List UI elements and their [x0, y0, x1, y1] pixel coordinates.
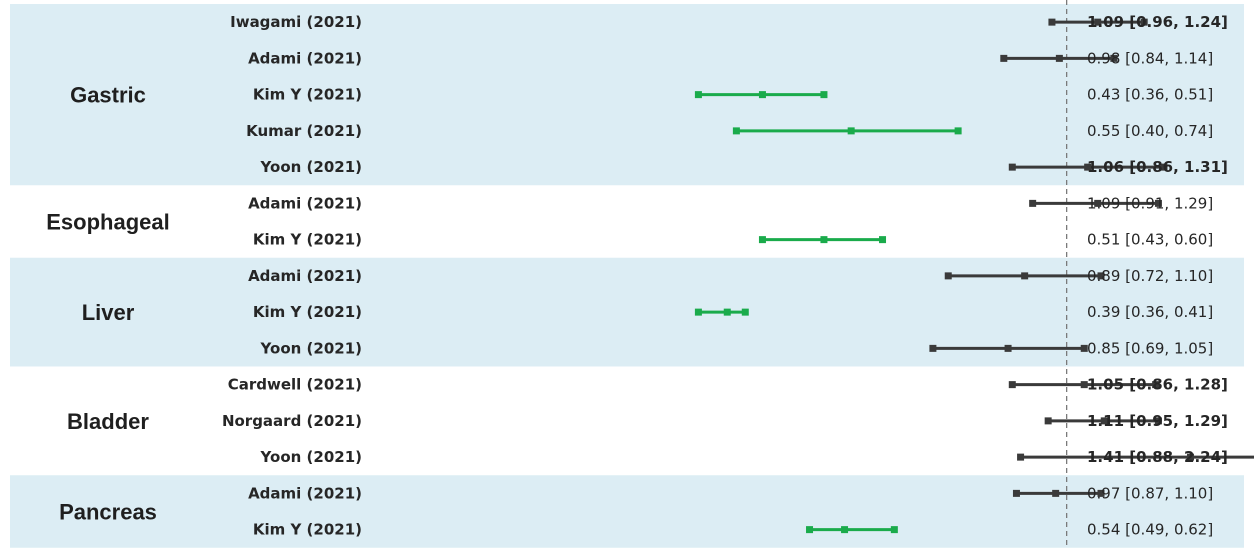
ci-upper-cap [1140, 18, 1148, 26]
study-label: Yoon (2021) [260, 158, 362, 176]
group-band-gastric [10, 4, 1244, 186]
estimate-label: 0.98 [0.84, 1.14] [1087, 49, 1213, 67]
study-label: Adami (2021) [248, 49, 362, 67]
study-label: Adami (2021) [248, 194, 362, 212]
point-estimate [1100, 417, 1108, 425]
ci-upper-cap [1097, 489, 1105, 497]
ci-upper-cap [1152, 381, 1160, 389]
group-band-liver [10, 257, 1244, 367]
ci-upper-cap [879, 236, 887, 244]
ci-upper-cap [1154, 199, 1162, 207]
point-estimate [847, 127, 855, 135]
group-label: Pancreas [59, 500, 157, 525]
ci-lower-cap [1029, 199, 1037, 207]
point-estimate [1004, 344, 1012, 352]
estimate-label: 0.55 [0.40, 0.74] [1087, 122, 1213, 140]
group-label: Gastric [70, 83, 146, 108]
ci-upper-cap [1080, 344, 1088, 352]
estimate-label: 0.51 [0.43, 0.60] [1087, 231, 1213, 249]
study-label: Yoon (2021) [260, 339, 362, 357]
study-label: Kim Y (2021) [253, 303, 362, 321]
mark-layer [694, 18, 1254, 534]
point-estimate [1094, 199, 1102, 207]
text-layer: Gastric Iwagami (2021) 1.09 [0.96, 1.24] Ad… [46, 13, 1228, 539]
ci-upper-cap [741, 308, 749, 316]
ci-upper-cap [1110, 54, 1118, 62]
point-estimate [1055, 54, 1063, 62]
ci-lower-cap [694, 91, 702, 99]
point-estimate [1052, 489, 1060, 497]
ci-lower-cap [1044, 417, 1052, 425]
study-label: Yoon (2021) [260, 448, 362, 466]
point-estimate [1021, 272, 1029, 280]
study-label: Kumar (2021) [246, 122, 362, 140]
study-label: Adami (2021) [248, 484, 362, 502]
estimate-label: 1.41 [0.88, 2.24] [1087, 448, 1228, 466]
point-estimate [1080, 381, 1088, 389]
estimate-label: 0.97 [0.87, 1.10] [1087, 484, 1213, 502]
estimate-label: 0.85 [0.69, 1.05] [1087, 339, 1213, 357]
study-label: Adami (2021) [248, 267, 362, 285]
group-label: Liver [82, 300, 135, 325]
estimate-label: 1.09 [0.91, 1.29] [1087, 194, 1213, 212]
ci-upper-cap [890, 526, 898, 534]
estimate-label: 0.89 [0.72, 1.10] [1087, 267, 1213, 285]
study-label: Kim Y (2021) [253, 521, 362, 539]
point-estimate [1094, 18, 1102, 26]
estimate-label: 0.54 [0.49, 0.62] [1087, 521, 1213, 539]
estimate-label: 0.43 [0.36, 0.51] [1087, 86, 1213, 104]
point-estimate [1084, 163, 1092, 171]
group-label: Esophageal [46, 210, 169, 235]
point-estimate [841, 526, 849, 534]
estimate-label: 1.06 [0.86, 1.31] [1087, 158, 1228, 176]
study-label: Cardwell (2021) [228, 376, 362, 394]
study-label: Kim Y (2021) [253, 86, 362, 104]
study-label: Kim Y (2021) [253, 231, 362, 249]
ci-lower-cap [1008, 381, 1016, 389]
estimate-label: 0.39 [0.36, 0.41] [1087, 303, 1213, 321]
study-label: Iwagami (2021) [230, 13, 362, 31]
ci-lower-cap [1008, 163, 1016, 171]
estimate-label: 1.11 [0.95, 1.29] [1087, 412, 1228, 430]
group-band-pancreas [10, 475, 1244, 548]
ci-upper-cap [1154, 417, 1162, 425]
point-estimate [723, 308, 731, 316]
estimate-label: 1.05 [0.86, 1.28] [1087, 376, 1228, 394]
point-estimate [820, 236, 828, 244]
ci-lower-cap [1012, 489, 1020, 497]
ci-upper-cap [954, 127, 962, 135]
ci-lower-cap [929, 344, 937, 352]
ci-upper-cap [1097, 272, 1105, 280]
point-estimate [758, 91, 766, 99]
ci-lower-cap [1000, 54, 1008, 62]
ci-lower-cap [732, 127, 740, 135]
point-estimate [1186, 453, 1194, 461]
ci-lower-cap [1048, 18, 1056, 26]
ci-lower-cap [758, 236, 766, 244]
study-label: Norgaard (2021) [222, 412, 362, 430]
ci-lower-cap [694, 308, 702, 316]
ci-lower-cap [806, 526, 814, 534]
ci-upper-cap [1160, 163, 1168, 171]
ci-lower-cap [1017, 453, 1025, 461]
estimate-label: 1.09 [0.96, 1.24] [1087, 13, 1228, 31]
ci-upper-cap [820, 91, 828, 99]
group-label: Bladder [67, 409, 149, 434]
ci-lower-cap [944, 272, 952, 280]
